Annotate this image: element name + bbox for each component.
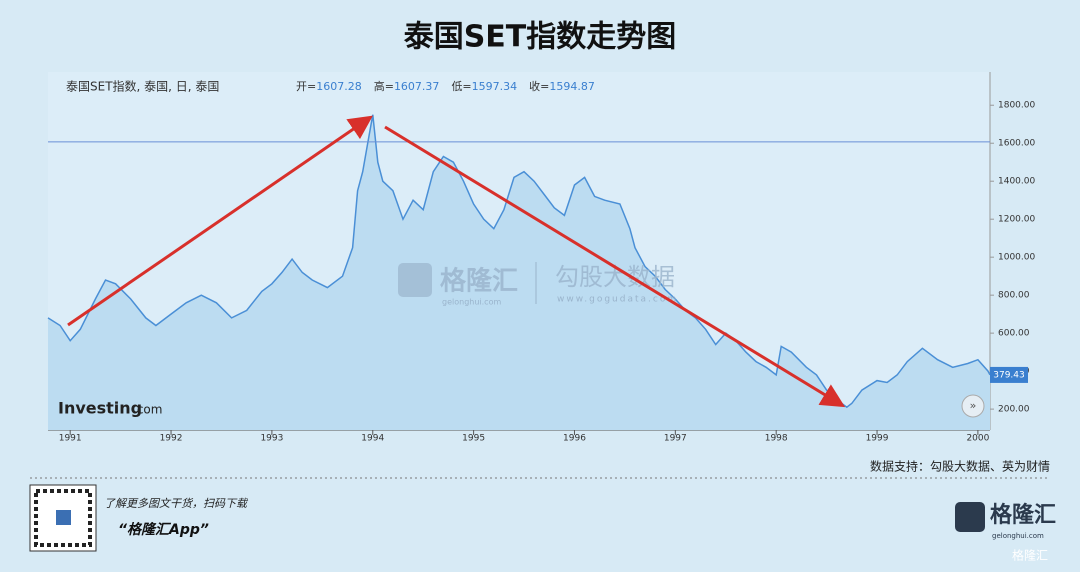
- watermark-name: 格隆汇: [440, 266, 518, 297]
- chart-header: 泰国SET指数, 泰国, 日, 泰国: [66, 79, 219, 94]
- x-tick-label: 1996: [563, 434, 586, 444]
- y-tick-label: 1400.00: [998, 177, 1035, 187]
- promo: 了解更多图文干货，扫码下载: [104, 497, 249, 510]
- watermark-site2: www.gogudata.com: [557, 295, 678, 305]
- x-tick-label: 1999: [866, 434, 889, 444]
- logo-icon: [955, 502, 985, 532]
- qr-pattern: [34, 489, 92, 547]
- source: 数据支持：勾股大数据、英为财情: [870, 459, 1050, 474]
- x-tick-label: 1994: [361, 434, 384, 444]
- logo-name: 格隆汇: [990, 502, 1056, 528]
- x-tick-label: 1998: [765, 434, 788, 444]
- ohlc-value: 1594.87: [549, 80, 595, 93]
- y-tick-label: 1000.00: [998, 253, 1035, 263]
- ohlc-value: 1607.28: [316, 80, 362, 93]
- page-title: 泰国SET指数走势图: [404, 20, 677, 55]
- x-tick-label: 1992: [160, 434, 183, 444]
- promo-app: “格隆汇App”: [118, 521, 209, 538]
- trend-arrow: [67, 115, 373, 327]
- ohlc-value: 1597.34: [472, 80, 518, 93]
- scroll-button[interactable]: [961, 394, 985, 418]
- ohlc-label: 低=: [451, 80, 471, 93]
- brand-suffix: .com: [133, 403, 162, 417]
- y-tick-label: 1800.00: [998, 101, 1035, 111]
- x-tick-label: 1993: [260, 434, 283, 444]
- logo-site: gelonghui.com: [992, 532, 1044, 540]
- last-value-box: [990, 366, 1028, 383]
- y-tick-label: 1200.00: [998, 215, 1035, 225]
- ohlc-label: 收=: [529, 79, 549, 93]
- qr-logo: [56, 510, 71, 525]
- y-tick-label: 200.00: [998, 405, 1030, 415]
- y-tick-label: 800.00: [998, 291, 1030, 301]
- ohlc-label: 高=: [374, 79, 394, 93]
- area: [48, 114, 990, 430]
- trend-arrow: [384, 125, 846, 408]
- x-tick-label: 1997: [664, 434, 687, 444]
- x-tick-label: 1991: [59, 434, 82, 444]
- ohlc-value: 1607.37: [394, 80, 440, 93]
- corner-mark: 格隆汇: [1012, 548, 1048, 563]
- last-value-label: 379.43: [993, 370, 1025, 380]
- x-tick-label: 1995: [462, 434, 485, 444]
- watermark-icon: [398, 263, 432, 297]
- brand: Investing: [58, 399, 142, 418]
- ohlc-label: 开=: [296, 80, 316, 93]
- y-tick-label: 1600.00: [998, 139, 1035, 149]
- x-tick-label: 2000: [966, 434, 989, 444]
- watermark-site: gelonghui.com: [442, 298, 501, 307]
- y-tick-label: 600.00: [998, 329, 1030, 339]
- scroll-icon[interactable]: »: [970, 399, 977, 412]
